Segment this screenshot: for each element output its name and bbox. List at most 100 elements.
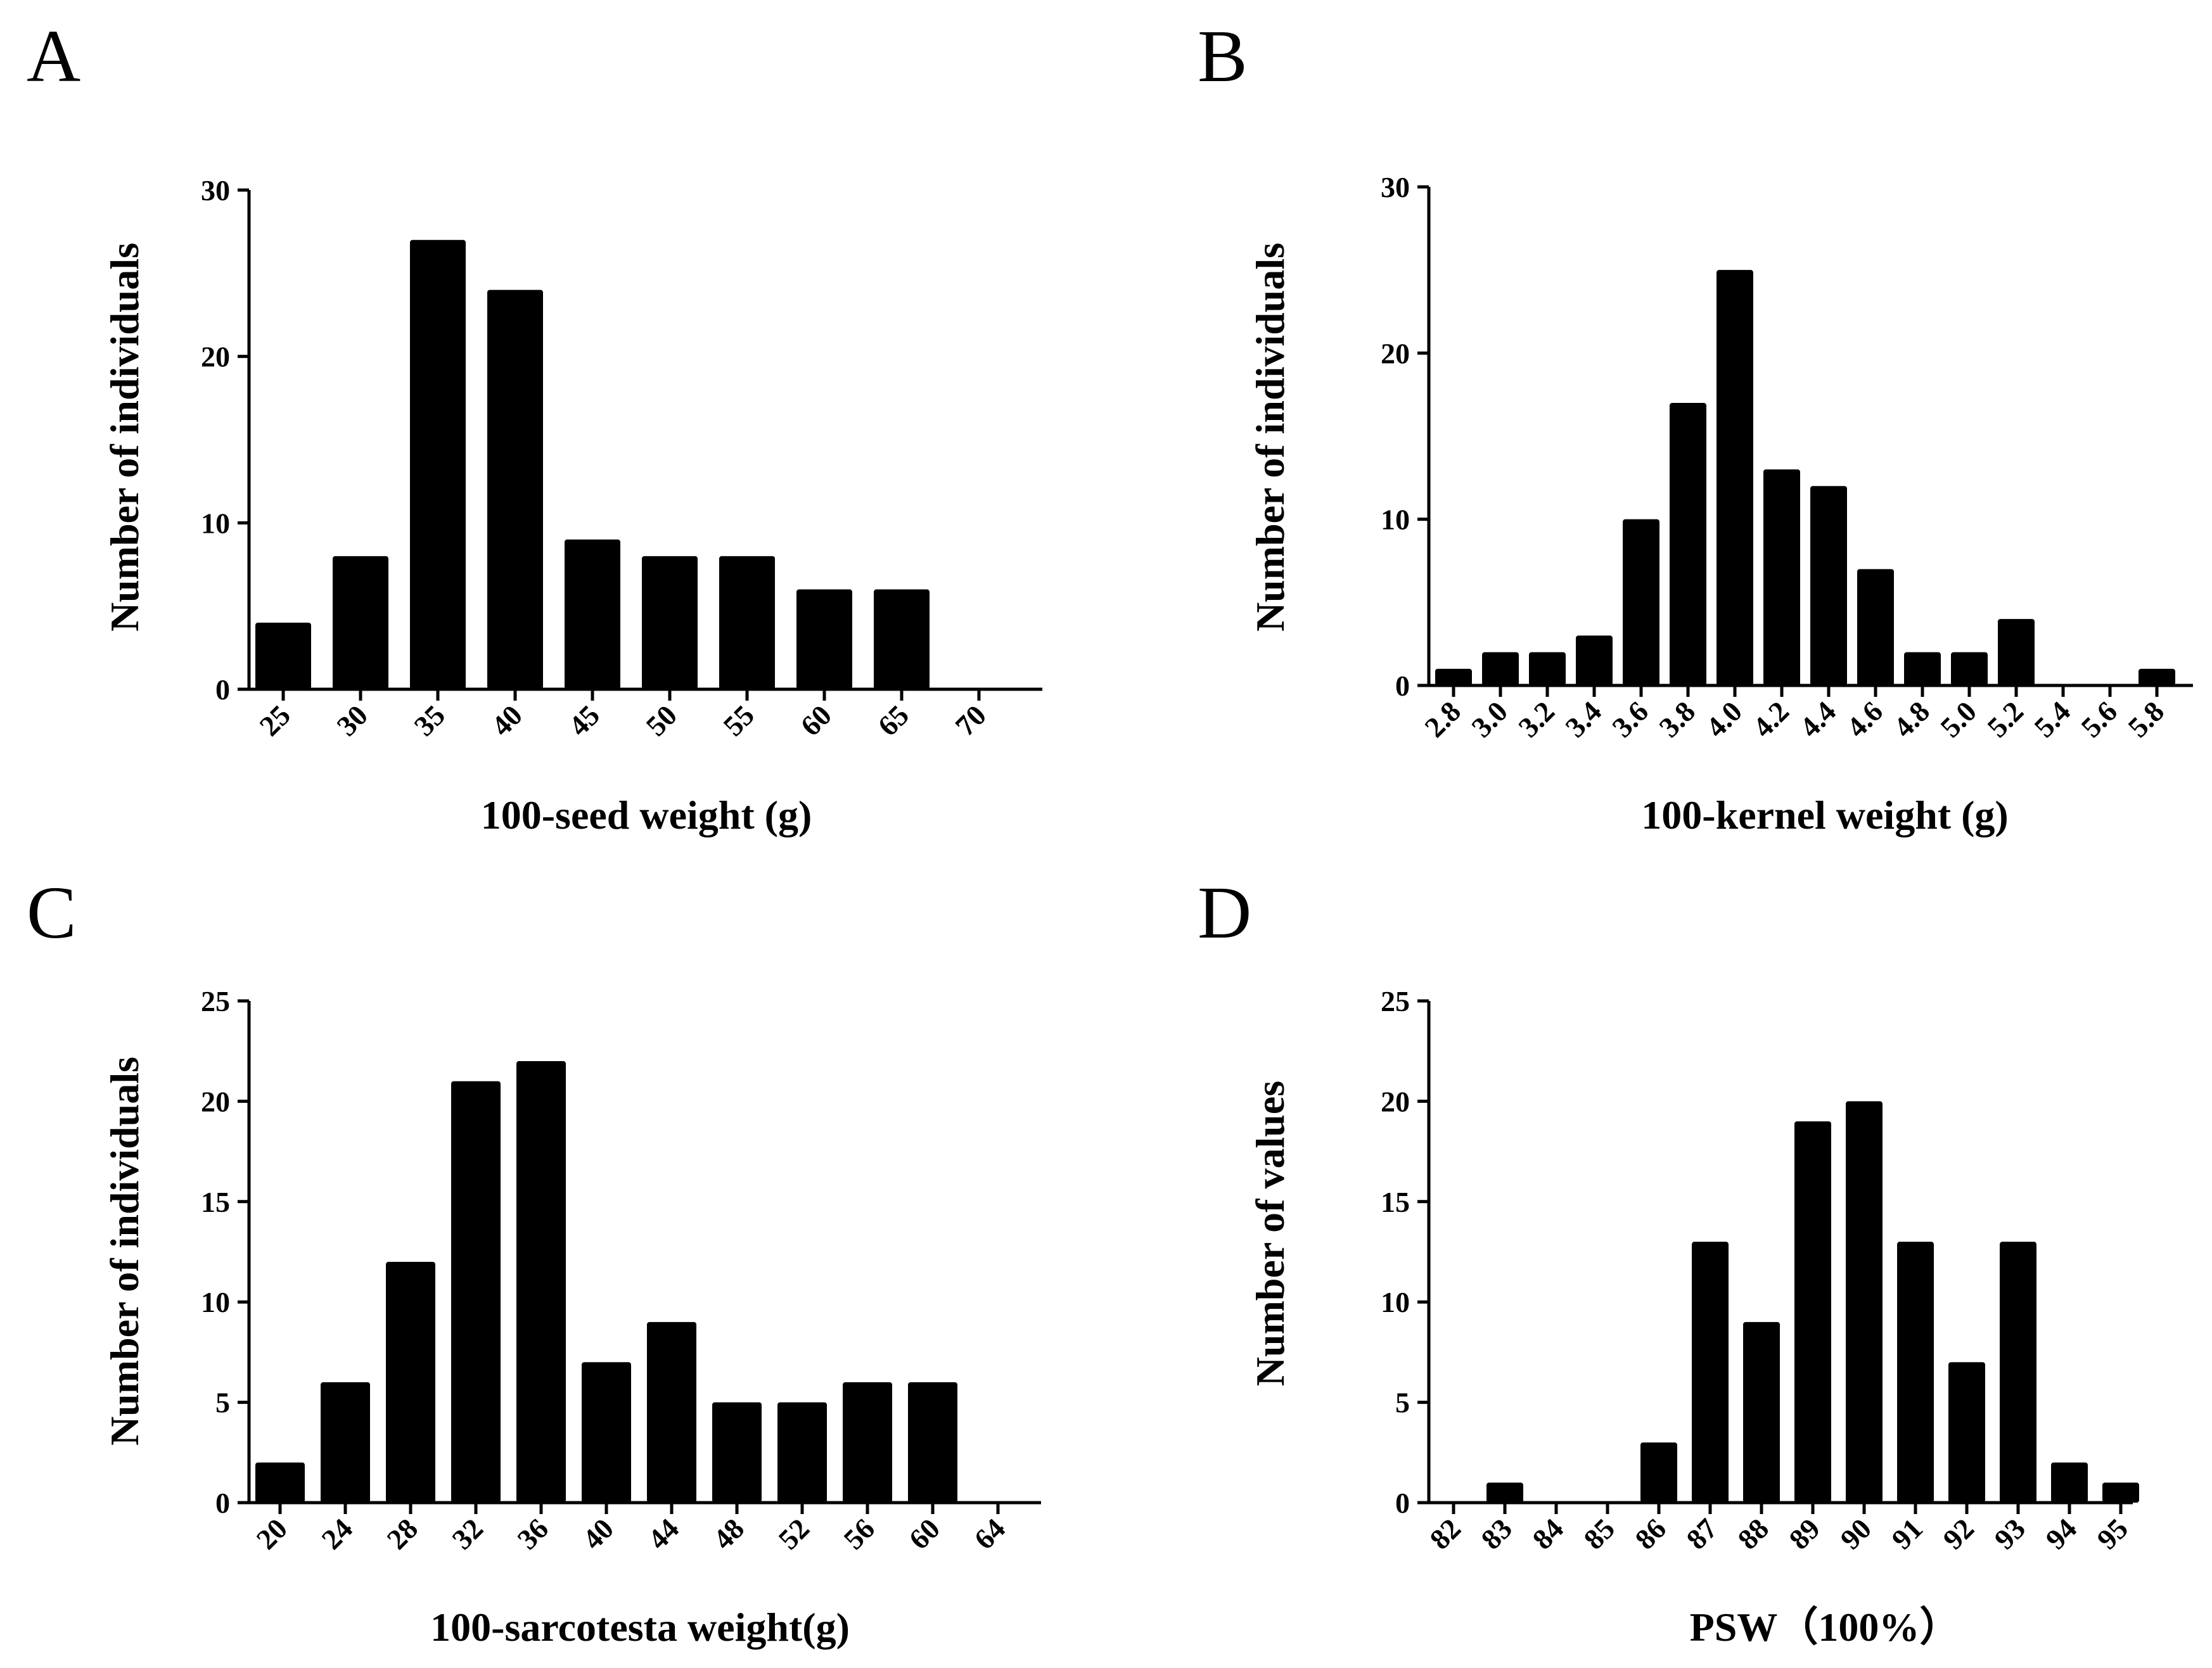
panel-b-x-tick-label: 5.4 [2028, 695, 2076, 744]
panel-c-y-tick-label: 5 [215, 1387, 230, 1419]
panel-b-x-tick-label: 4.6 [1840, 695, 1889, 744]
panel-c-bar [516, 1061, 566, 1503]
panel-d-bar [1846, 1101, 1883, 1503]
panel-c-bar [777, 1402, 827, 1503]
panel-b-bar [1717, 270, 1753, 686]
panel-a-y-axis-title: Number of individuals [102, 243, 147, 632]
panel-d-x-tick-label: 87 [1680, 1512, 1723, 1556]
panel-d-x-tick-label: 91 [1885, 1512, 1929, 1556]
panel-d-x-tick-label: 88 [1731, 1512, 1775, 1556]
panel-c-x-tick-label: 60 [902, 1512, 946, 1556]
panel-a-x-tick-label: 55 [717, 699, 760, 742]
panel-d-y-tick-label: 15 [1381, 1186, 1410, 1218]
panel-c-bar [647, 1321, 696, 1503]
panel-a-x-tick-label: 60 [794, 699, 838, 742]
panel-b-bar [1810, 486, 1847, 685]
panel-c-x-tick-label: 48 [706, 1512, 750, 1556]
panel-b-x-tick-label: 4.2 [1746, 695, 1795, 744]
panel-b-x-tick-label: 4.0 [1699, 695, 1748, 744]
panel-b-bar [1951, 652, 1988, 685]
panel-a-x-tick-label: 25 [253, 699, 297, 742]
panel-d-bar [2000, 1242, 2036, 1503]
panel-a-bar [796, 589, 852, 689]
panel-c-x-tick-label: 64 [968, 1512, 1011, 1556]
panel-a-x-tick-label: 70 [949, 699, 992, 742]
panel-a-bar [642, 556, 698, 689]
panel-d-x-tick-label: 94 [2039, 1512, 2083, 1556]
panel-b-x-tick-label: 2.8 [1418, 695, 1467, 744]
panel-b-bar [1857, 569, 1894, 685]
panel-a-bar [410, 239, 466, 689]
panel-d-x-axis-title: PSW（100%） [1690, 1605, 1960, 1650]
panel-c-bar [255, 1462, 305, 1503]
panel-b-y-axis-title: Number of individuals [1248, 243, 1293, 632]
panel-d-x-tick-label: 86 [1628, 1512, 1672, 1556]
panel-b-bar [1763, 469, 1800, 685]
panel-b-bar [1529, 652, 1566, 685]
panel-a-bar [874, 589, 930, 689]
panel-d-x-tick-label: 90 [1834, 1512, 1877, 1556]
panel-c-x-tick-label: 36 [511, 1512, 554, 1556]
panel-b-x-tick-label: 5.2 [1981, 695, 2030, 744]
panel-a-x-tick-label: 65 [871, 699, 915, 742]
panel-a-y-tick-label: 10 [201, 507, 230, 539]
panel-a-bar [487, 290, 543, 690]
panel-d-x-tick-label: 95 [2090, 1512, 2134, 1556]
panel-c-x-axis-title: 100-sarcotesta weight(g) [430, 1605, 850, 1650]
panel-d-y-tick-label: 5 [1395, 1387, 1410, 1419]
panel-c-x-tick-label: 44 [641, 1512, 685, 1556]
panel-b-x-tick-label: 3.2 [1512, 695, 1561, 744]
panel-d-y-tick-label: 0 [1395, 1487, 1410, 1519]
panel-b-x-tick-label: 5.6 [2075, 695, 2123, 744]
panel-d-x-tick-label: 82 [1423, 1512, 1467, 1556]
panel-d-y-tick-label: 25 [1381, 985, 1410, 1017]
panel-a-bar [565, 539, 620, 689]
panel-b-x-tick-label: 5.8 [2121, 695, 2170, 744]
panel-d-x-tick-label: 89 [1782, 1512, 1826, 1556]
panel-b-x-tick-label: 3.0 [1465, 695, 1514, 744]
panel-c: C 100-sarcotesta weight(g) Number of ind… [27, 871, 1041, 1650]
panel-b-bar [1670, 403, 1706, 685]
panel-b-x-tick-label: 5.0 [1934, 695, 1983, 744]
panel-d-x-tick-label: 93 [1988, 1512, 2031, 1556]
panel-a-y-tick-label: 0 [215, 673, 230, 706]
panel-a-x-tick-label: 45 [562, 699, 606, 742]
panel-a-x-axis-title: 100-seed weight (g) [481, 793, 812, 837]
panel-a-x-tick-label: 40 [485, 699, 528, 742]
panel-a-bar [719, 556, 775, 689]
panel-c-bar [386, 1261, 435, 1503]
panel-b-y-tick-label: 30 [1381, 171, 1410, 203]
panel-b-y-tick-label: 20 [1381, 337, 1410, 369]
panel-b-letter: B [1198, 15, 1248, 98]
panel-a-y-tick-label: 20 [201, 341, 230, 373]
panel-c-bar [582, 1362, 631, 1503]
panel-b: B 100-kernel weight (g) Number of indivi… [1198, 15, 2193, 837]
panel-d-bar [1486, 1482, 1523, 1503]
panel-c-bar [843, 1382, 892, 1503]
panel-c-bar [321, 1382, 370, 1503]
panel-b-bar [1435, 668, 1472, 685]
panel-c-x-tick-label: 20 [250, 1512, 293, 1556]
panel-d-x-tick-label: 83 [1474, 1512, 1518, 1556]
panel-b-x-tick-label: 3.6 [1606, 695, 1654, 744]
panel-c-y-tick-label: 0 [215, 1487, 230, 1519]
panel-c-letter: C [27, 871, 77, 954]
panel-c-x-tick-label: 56 [837, 1512, 881, 1556]
panel-a-x-tick-label: 35 [407, 699, 451, 742]
panel-c-x-tick-label: 28 [380, 1512, 424, 1556]
panel-c-x-tick-label: 24 [315, 1512, 359, 1556]
panel-d-bar [1948, 1362, 1985, 1503]
panel-d-bar [1794, 1121, 1831, 1503]
panel-d-x-tick-label: 84 [1526, 1512, 1569, 1556]
panel-b-x-tick-label: 4.4 [1793, 695, 1842, 744]
panel-a-x-tick-label: 30 [330, 699, 374, 742]
panel-c-x-tick-label: 40 [576, 1512, 620, 1556]
panel-d-y-axis-title: Number of values [1248, 1081, 1293, 1386]
panel-b-x-tick-label: 3.4 [1559, 695, 1608, 744]
panel-b-bar [1482, 652, 1519, 685]
panel-b-x-tick-label: 4.8 [1887, 695, 1936, 744]
panel-d-bar [1897, 1242, 1934, 1503]
panel-b-bar [1998, 619, 2035, 685]
panel-c-y-tick-label: 20 [201, 1085, 230, 1117]
